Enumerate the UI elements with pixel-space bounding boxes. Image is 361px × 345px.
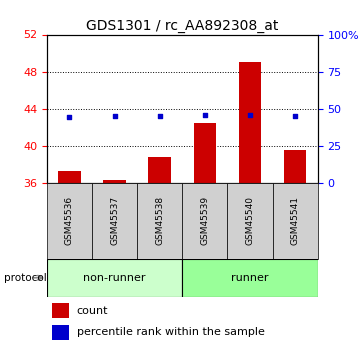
Bar xyxy=(52,303,69,318)
Bar xyxy=(193,122,216,183)
Text: GSM45538: GSM45538 xyxy=(155,196,164,245)
Bar xyxy=(273,183,318,259)
Text: GSM45536: GSM45536 xyxy=(65,196,74,245)
Bar xyxy=(47,259,182,297)
Title: GDS1301 / rc_AA892308_at: GDS1301 / rc_AA892308_at xyxy=(86,19,278,33)
Bar xyxy=(148,157,171,183)
Bar xyxy=(52,325,69,340)
Text: GSM45540: GSM45540 xyxy=(245,196,255,245)
Bar xyxy=(182,183,227,259)
Bar xyxy=(47,183,92,259)
Point xyxy=(112,114,118,119)
Point xyxy=(157,113,162,119)
Text: count: count xyxy=(77,306,108,316)
Text: percentile rank within the sample: percentile rank within the sample xyxy=(77,327,265,337)
Text: runner: runner xyxy=(231,273,269,283)
Bar xyxy=(182,259,318,297)
Point xyxy=(202,112,208,118)
Point xyxy=(247,112,253,118)
Text: GSM45537: GSM45537 xyxy=(110,196,119,245)
Bar xyxy=(103,180,126,183)
Bar xyxy=(137,183,182,259)
Bar xyxy=(284,150,306,183)
Text: protocol: protocol xyxy=(4,273,46,283)
Bar xyxy=(227,183,273,259)
Point xyxy=(67,114,73,119)
Bar xyxy=(58,171,81,183)
Text: GSM45541: GSM45541 xyxy=(291,196,300,245)
Text: GSM45539: GSM45539 xyxy=(200,196,209,245)
Point xyxy=(292,114,298,119)
Bar xyxy=(239,62,261,183)
Text: non-runner: non-runner xyxy=(83,273,146,283)
Bar xyxy=(92,183,137,259)
